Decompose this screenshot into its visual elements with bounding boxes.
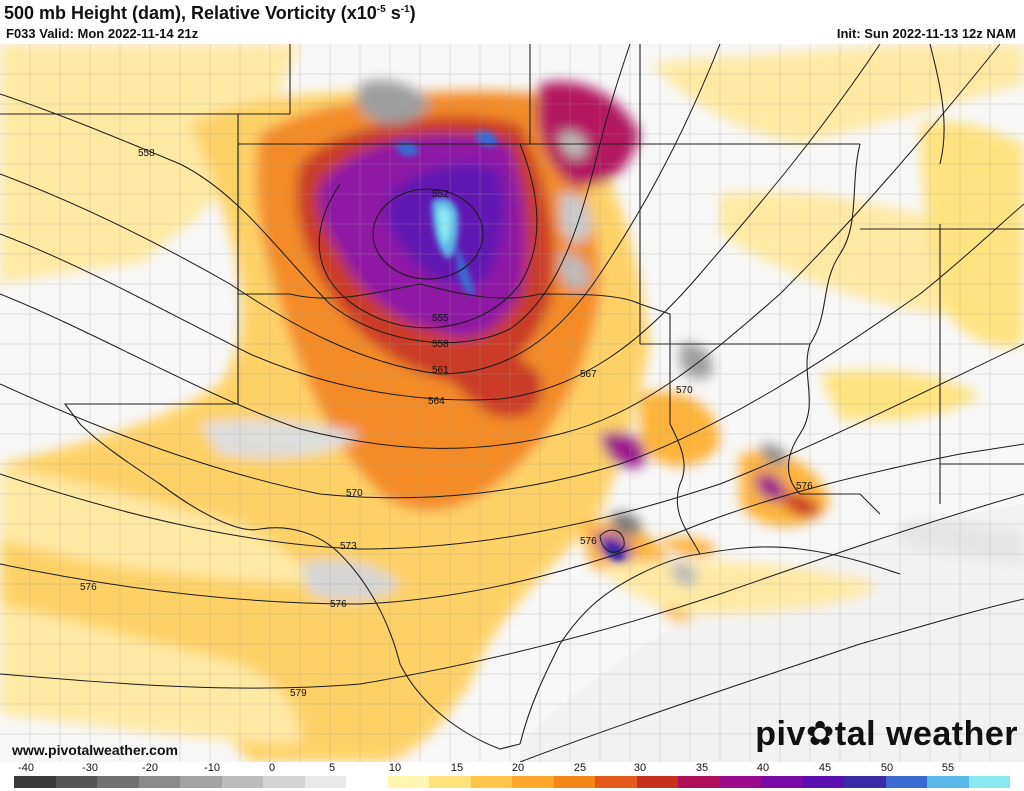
colorbar-segment (802, 776, 844, 788)
contour-label: 570 (676, 385, 693, 396)
colorbar-segment (512, 776, 554, 788)
valid-time: F033 Valid: Mon 2022-11-14 21z (6, 26, 199, 41)
contour-label: 564 (428, 396, 445, 407)
colorbar-segment (844, 776, 886, 788)
contour-label: 579 (290, 688, 307, 699)
contour-576 (0, 443, 1024, 605)
mississippi-river-north (809, 143, 861, 345)
colorbar-segment (636, 776, 678, 788)
colorbar-segment (429, 776, 471, 788)
colorbar-tick-label: 5 (328, 762, 336, 774)
colorbar-segment (678, 776, 720, 788)
contour-label: 570 (346, 488, 363, 499)
colorbar-tick-label: -20 (142, 762, 158, 774)
contour-579 (0, 493, 1024, 689)
height-contours (0, 44, 1024, 762)
colorbar-segment (304, 776, 346, 788)
colorbar-ticks: -40 -30 -20 -10 0 5 10 15 20 25 30 35 40 45 50 55 (0, 762, 1024, 776)
contour-564 (0, 44, 881, 401)
contour-labels: 552 555 558 558 561 564 567 570 570 573 … (80, 148, 813, 699)
contour-570 (0, 203, 1024, 499)
map-title: 500 mb Height (dam), Relative Vorticity … (4, 3, 416, 23)
contour-567 (0, 44, 1001, 449)
contour-label: 573 (340, 541, 357, 552)
colorbar-segment (14, 776, 56, 788)
colorbar-segment (346, 776, 388, 788)
colorbar-segment (97, 776, 139, 788)
colorbar-segment (221, 776, 263, 788)
map-canvas: 552 555 558 558 561 564 567 570 570 573 … (0, 44, 1024, 762)
texas-rio-grande (63, 403, 521, 750)
contour-552 (372, 188, 484, 280)
contour-573 (0, 343, 1024, 550)
colorbar-segment (138, 776, 180, 788)
contour-label: 558 (432, 339, 449, 350)
colorbar-segment (885, 776, 927, 788)
texas-coast (519, 553, 701, 745)
contour-label: 552 (432, 189, 449, 200)
contour-576-small-low (599, 529, 625, 553)
colorbar-segment (55, 776, 97, 788)
colorbar-segment (553, 776, 595, 788)
colorbar-segment (927, 776, 969, 788)
colorbar-segment (263, 776, 305, 788)
colorbar-segment (470, 776, 512, 788)
contour-label: 576 (796, 481, 813, 492)
colorbar-tick-label: 50 (880, 762, 894, 774)
gulf-of-mexico (520, 504, 1024, 762)
contour-582 (519, 598, 1024, 762)
red-river (237, 144, 671, 345)
colorbar-tick-label: 40 (756, 762, 770, 774)
colorbar-tick-label: 25 (573, 762, 587, 774)
colorbar-segment (387, 776, 429, 788)
weather-map: 552 555 558 558 561 564 567 570 570 573 … (0, 44, 1024, 762)
sabine-river (669, 344, 701, 555)
colorbar-segment (180, 776, 222, 788)
contour-label: 576 (80, 582, 97, 593)
colorbar-tick-label: -40 (18, 762, 34, 774)
init-time: Init: Sun 2022-11-13 12z NAM (836, 26, 1016, 41)
louisiana-coast (699, 546, 901, 575)
contour-555 (318, 143, 538, 329)
colorbar-segment (719, 776, 761, 788)
colorbar-segment (595, 776, 637, 788)
colorbar-tick-label: 45 (818, 762, 832, 774)
colorbar-tick-label: 10 (388, 762, 402, 774)
colorbar-tick-label: -30 (82, 762, 98, 774)
colorbar-tick-label: 55 (941, 762, 955, 774)
contour-label: 555 (432, 313, 449, 324)
colorbar-tick-label: 35 (695, 762, 709, 774)
colorbar-tick-label: 30 (633, 762, 647, 774)
colorbar-tick-label: 15 (450, 762, 464, 774)
mississippi-river (787, 343, 881, 515)
website-url: www.pivotalweather.com (12, 742, 178, 758)
contour-label: 558 (138, 148, 155, 159)
colorbar-tick-label: 0 (268, 762, 276, 774)
state-boundaries (0, 44, 1024, 750)
colorbar-tick-label: -10 (204, 762, 220, 774)
colorbar-tick-label: 20 (511, 762, 525, 774)
county-boundaries (0, 44, 1024, 762)
contour-561 (0, 44, 721, 375)
contour-558 (0, 44, 631, 344)
colorbar-segment (968, 776, 1010, 788)
contour-label: 576 (580, 536, 597, 547)
contour-label: 561 (432, 365, 449, 376)
brand-logo: piv✿tal weather (755, 715, 1018, 753)
colorbar-segment (761, 776, 803, 788)
gear-icon: ✿ (805, 715, 835, 753)
contour-label: 576 (330, 599, 347, 610)
contour-label: 567 (580, 369, 597, 380)
map-header: 500 mb Height (dam), Relative Vorticity … (0, 0, 1024, 44)
colorbar (14, 776, 1010, 788)
